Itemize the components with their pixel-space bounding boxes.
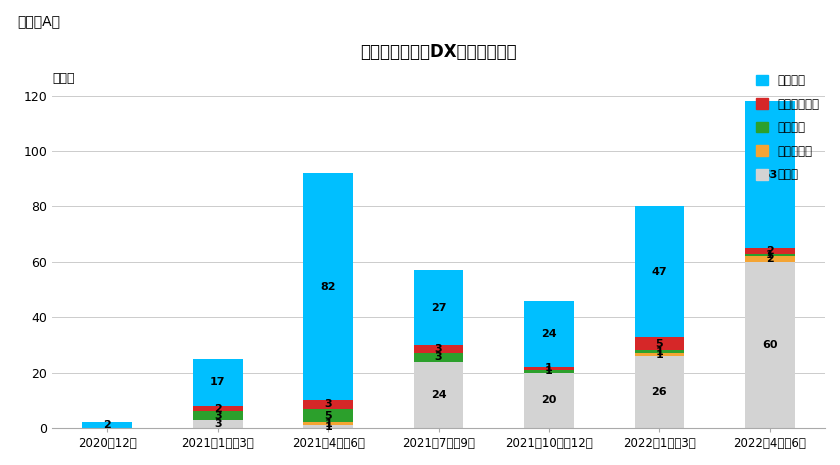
- Bar: [745, 253, 795, 256]
- Text: 3: 3: [214, 419, 222, 429]
- Bar: [193, 412, 243, 420]
- Bar: [634, 206, 685, 337]
- Text: 47: 47: [652, 266, 667, 277]
- Text: 1: 1: [545, 364, 553, 373]
- Text: 24: 24: [431, 390, 446, 400]
- Bar: [634, 337, 685, 351]
- Text: （図表A）: （図表A）: [17, 14, 60, 28]
- Bar: [414, 345, 464, 353]
- Bar: [745, 248, 795, 253]
- Text: 1: 1: [545, 366, 553, 376]
- Bar: [524, 372, 574, 428]
- Text: 2: 2: [766, 246, 774, 256]
- Bar: [193, 420, 243, 428]
- Text: 60: 60: [762, 340, 778, 350]
- Bar: [414, 361, 464, 428]
- Text: 20: 20: [541, 395, 557, 405]
- Text: 2: 2: [214, 404, 222, 413]
- Text: 3: 3: [324, 399, 332, 410]
- Bar: [524, 300, 574, 367]
- Text: 1: 1: [655, 350, 664, 359]
- Bar: [303, 400, 353, 409]
- Text: 3: 3: [435, 352, 443, 362]
- Text: 2: 2: [766, 254, 774, 264]
- Legend: プライム, スタンダード, グロース, その他上場, 非上場: プライム, スタンダード, グロース, その他上場, 非上場: [756, 74, 819, 181]
- Bar: [193, 406, 243, 412]
- Bar: [303, 173, 353, 400]
- Text: 1: 1: [655, 347, 664, 357]
- Text: 5: 5: [655, 339, 664, 349]
- Bar: [745, 101, 795, 248]
- Text: 26: 26: [652, 387, 667, 397]
- Text: 53: 53: [762, 170, 778, 179]
- Bar: [303, 425, 353, 428]
- Text: 2: 2: [103, 420, 111, 430]
- Bar: [414, 270, 464, 345]
- Bar: [303, 422, 353, 425]
- Bar: [524, 370, 574, 372]
- Text: 5: 5: [324, 411, 332, 420]
- Bar: [745, 262, 795, 428]
- Text: 82: 82: [320, 282, 336, 292]
- Text: 27: 27: [431, 303, 446, 312]
- Bar: [634, 356, 685, 428]
- Bar: [634, 351, 685, 353]
- Bar: [524, 367, 574, 370]
- Text: 3: 3: [214, 411, 222, 420]
- Text: 3: 3: [435, 344, 443, 354]
- Bar: [634, 353, 685, 356]
- Text: 24: 24: [541, 329, 557, 339]
- Text: 1: 1: [324, 422, 332, 432]
- Text: 1: 1: [324, 419, 332, 429]
- Text: 1: 1: [766, 250, 774, 260]
- Bar: [745, 256, 795, 262]
- Text: （社）: （社）: [52, 72, 75, 85]
- Bar: [414, 353, 464, 361]
- Bar: [303, 409, 353, 422]
- Bar: [193, 359, 243, 406]
- Bar: [82, 422, 132, 428]
- Title: 四半期間ごとのDX認定数の推移: 四半期間ごとのDX認定数の推移: [360, 43, 517, 61]
- Text: 17: 17: [210, 377, 225, 387]
